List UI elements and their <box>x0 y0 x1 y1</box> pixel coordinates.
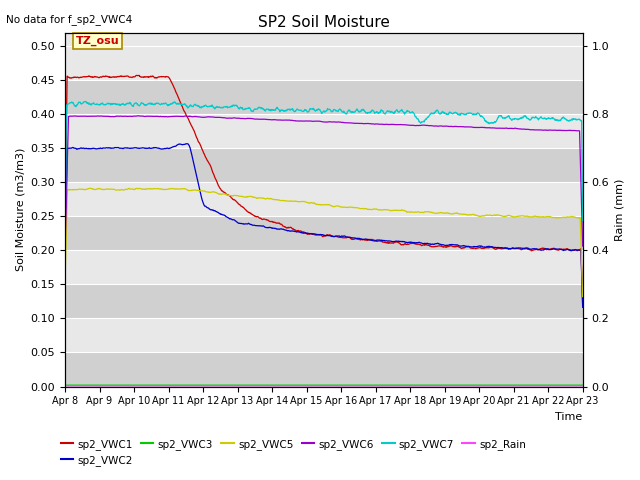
Text: TZ_osu: TZ_osu <box>76 36 119 47</box>
Bar <box>65 251 582 285</box>
Title: SP2 Soil Moisture: SP2 Soil Moisture <box>258 15 390 30</box>
Y-axis label: Raim (mm): Raim (mm) <box>615 179 625 241</box>
Bar <box>65 80 582 114</box>
Bar <box>65 352 582 386</box>
Bar <box>65 46 582 80</box>
Legend: sp2_VWC1, sp2_VWC2, sp2_VWC3, sp2_VWC5, sp2_VWC6, sp2_VWC7, sp2_Rain: sp2_VWC1, sp2_VWC2, sp2_VWC3, sp2_VWC5, … <box>56 434 530 470</box>
Bar <box>65 182 582 216</box>
Bar <box>65 285 582 318</box>
Bar <box>65 216 582 251</box>
Bar <box>65 114 582 148</box>
Bar <box>65 148 582 182</box>
Y-axis label: Soil Moisture (m3/m3): Soil Moisture (m3/m3) <box>15 148 25 271</box>
X-axis label: Time: Time <box>556 412 582 422</box>
Bar <box>65 318 582 352</box>
Text: No data for f_sp2_VWC4: No data for f_sp2_VWC4 <box>6 14 132 25</box>
